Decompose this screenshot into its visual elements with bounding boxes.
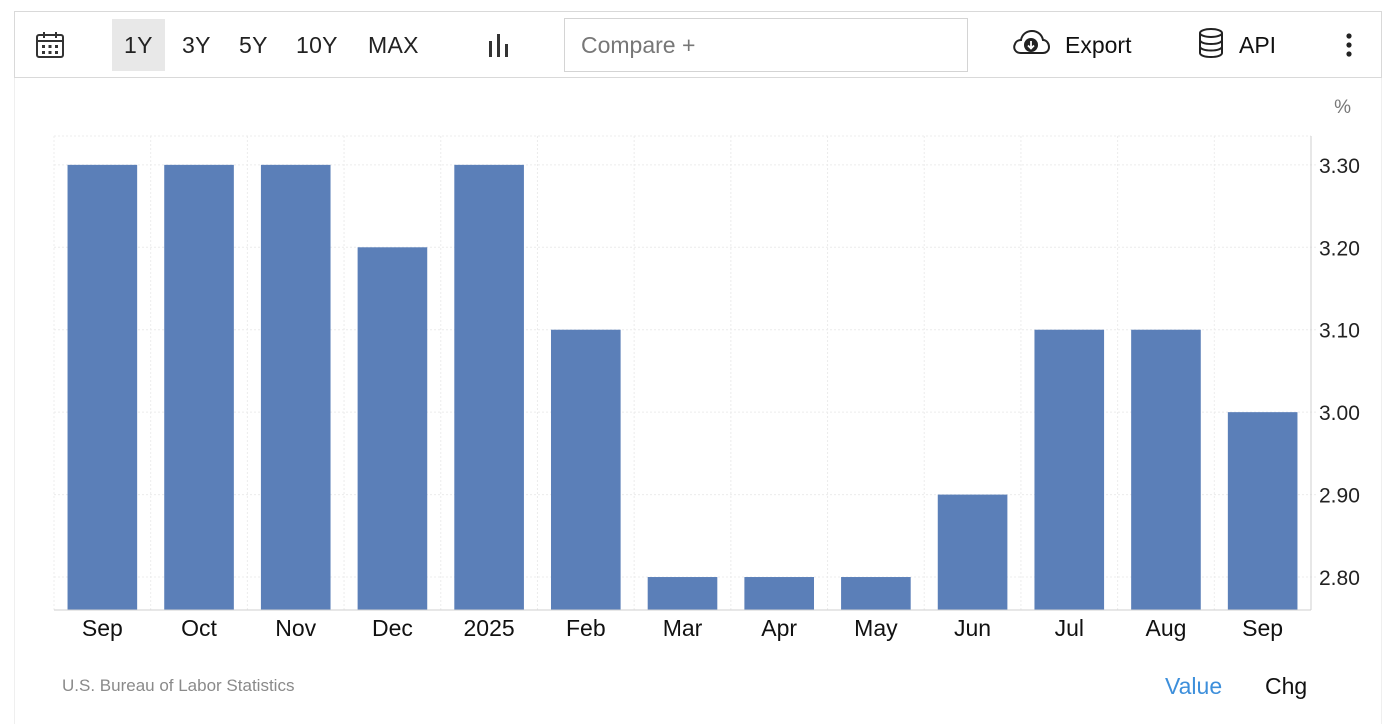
bar-feb [550, 329, 621, 610]
x-tick-label: May [854, 615, 898, 641]
y-tick-label: 3.20 [1319, 237, 1360, 260]
x-tick-label: Mar [663, 615, 703, 641]
y-tick-label: 2.80 [1319, 567, 1360, 590]
tab-chg[interactable]: Chg [1265, 673, 1308, 699]
calendar-icon[interactable] [33, 28, 67, 62]
x-tick-label: Jun [954, 615, 991, 641]
database-icon [1197, 27, 1225, 64]
compare-input[interactable] [564, 18, 968, 72]
bar-jul [1034, 329, 1105, 610]
chart-toolbar: 1Y 3Y 5Y 10Y MAX Export [14, 11, 1382, 78]
bar-aug [1131, 329, 1201, 610]
bar-mar [647, 577, 718, 610]
bar-jun [937, 494, 1008, 610]
range-10y-button[interactable]: 10Y [296, 32, 338, 58]
bar-chart: 3.30 3.20 3.10 3.00 2.90 2.80% Sep Oct Nov Dec 202… [53, 97, 1360, 641]
api-label: API [1239, 31, 1277, 58]
y-tick-label: 3.00 [1319, 402, 1360, 425]
bar-sep [1227, 412, 1298, 610]
x-tick-label: 2025 [464, 615, 515, 641]
range-1y-button[interactable]: 1Y [112, 19, 165, 71]
export-label: Export [1065, 31, 1132, 58]
bar-dec [357, 247, 428, 610]
bar-oct [164, 164, 234, 610]
bar-2025 [454, 164, 524, 610]
x-tick-label: Feb [566, 615, 606, 641]
x-tick-label: Nov [275, 615, 316, 641]
bar-may [841, 577, 911, 610]
x-tick-label: Aug [1145, 615, 1186, 641]
x-tick-label: Oct [181, 615, 217, 641]
chart-panel: 3.30 3.20 3.10 3.00 2.90 2.80% Sep Oct Nov Dec 202… [14, 78, 1382, 724]
bar-sep [67, 164, 138, 610]
y-tick-label: 3.30 [1319, 155, 1360, 178]
x-tick-label: Sep [1242, 615, 1283, 641]
x-tick-label: Jul [1055, 615, 1084, 641]
range-max-button[interactable]: MAX [368, 32, 419, 58]
source-label: U.S. Bureau of Labor Statistics [62, 676, 295, 695]
y-tick-label: 3.10 [1319, 320, 1360, 343]
x-tick-label: Apr [761, 615, 797, 641]
bar-chart-icon[interactable] [483, 28, 515, 62]
x-tick-label: Sep [82, 615, 123, 641]
bar-nov [260, 164, 331, 610]
tab-value[interactable]: Value [1165, 673, 1223, 699]
cloud-download-icon [1011, 28, 1051, 63]
api-button[interactable]: API [1197, 22, 1276, 68]
vertical-dots-icon[interactable] [1337, 30, 1361, 60]
bar-apr [744, 577, 815, 610]
range-3y-button[interactable]: 3Y [182, 32, 211, 58]
export-button[interactable]: Export [1011, 22, 1131, 68]
y-unit-label: % [1334, 97, 1351, 118]
range-5y-button[interactable]: 5Y [239, 32, 268, 58]
y-tick-label: 2.90 [1319, 485, 1360, 508]
x-tick-label: Dec [372, 615, 413, 641]
